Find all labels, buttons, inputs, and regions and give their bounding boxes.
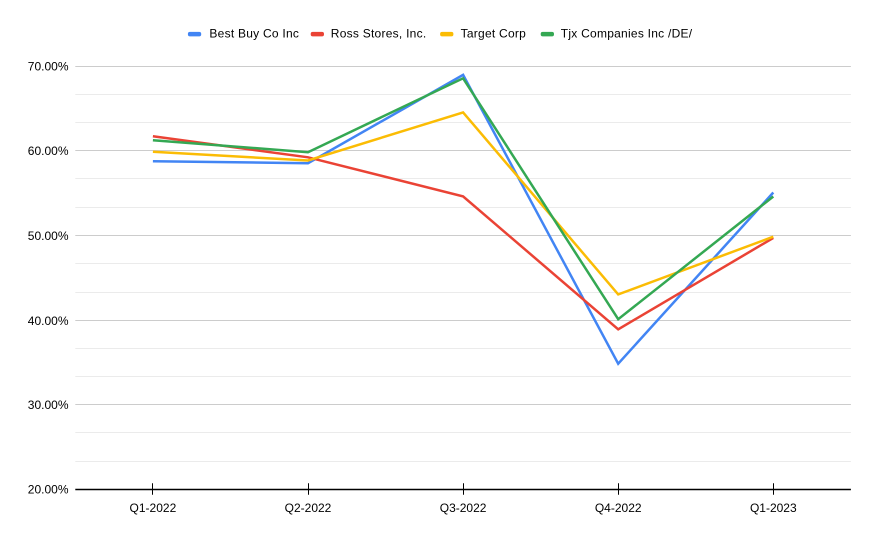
svg-text:Q4-2022: Q4-2022 xyxy=(595,501,642,515)
svg-text:60.00%: 60.00% xyxy=(28,144,69,158)
svg-text:Q2-2022: Q2-2022 xyxy=(285,501,332,515)
svg-text:40.00%: 40.00% xyxy=(28,314,69,328)
svg-text:Q1-2022: Q1-2022 xyxy=(130,501,177,515)
svg-text:Q3-2022: Q3-2022 xyxy=(440,501,487,515)
svg-text:30.00%: 30.00% xyxy=(28,398,69,412)
svg-text:20.00%: 20.00% xyxy=(28,483,69,497)
svg-text:Ross Stores, Inc.: Ross Stores, Inc. xyxy=(331,26,427,40)
svg-text:50.00%: 50.00% xyxy=(28,229,69,243)
svg-text:Best Buy Co Inc: Best Buy Co Inc xyxy=(209,26,299,40)
svg-text:Target Corp: Target Corp xyxy=(461,26,527,40)
svg-text:70.00%: 70.00% xyxy=(28,60,69,74)
svg-text:Q1-2023: Q1-2023 xyxy=(750,501,797,515)
svg-text:Tjx Companies Inc /DE/: Tjx Companies Inc /DE/ xyxy=(561,26,693,40)
